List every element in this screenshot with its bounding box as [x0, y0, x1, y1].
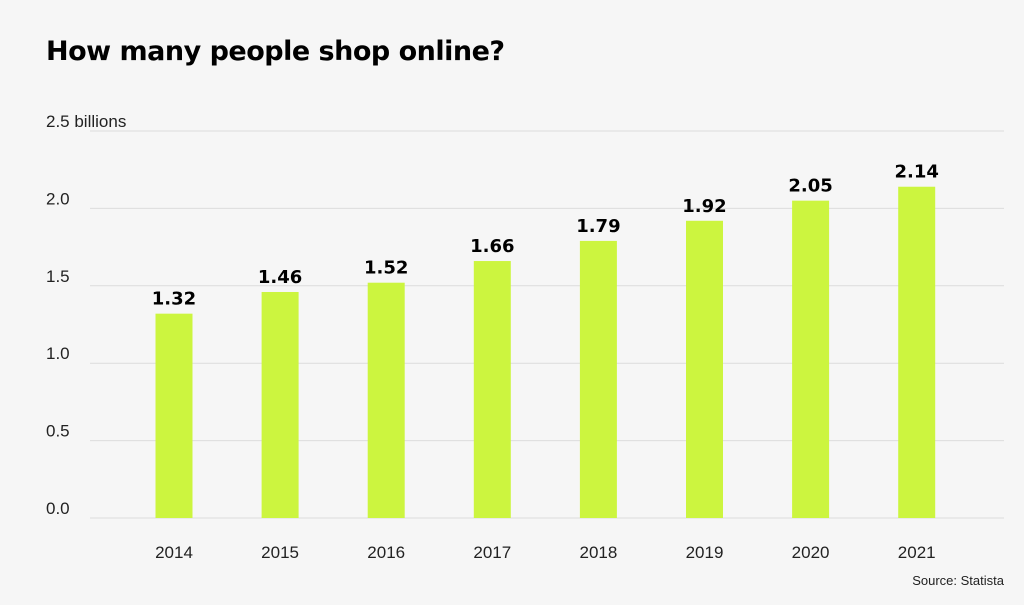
bar [792, 200, 830, 518]
y-tick-label: 1.5 [46, 267, 70, 286]
x-tick-label: 2014 [155, 543, 193, 562]
bar [367, 282, 405, 518]
bar-value-label: 1.79 [576, 216, 620, 237]
x-tick-label: 2015 [261, 543, 299, 562]
bar [155, 313, 193, 518]
bar-value-label: 1.52 [364, 258, 408, 279]
y-tick-label: 0.0 [46, 499, 70, 518]
bar-value-label: 2.14 [894, 162, 938, 183]
bar [686, 220, 723, 518]
bar [898, 186, 936, 518]
y-axis-tick-labels: 0.0 0.5 1.0 1.5 2.0 2.5 billions [46, 112, 126, 518]
x-tick-label: 2021 [898, 543, 936, 562]
y-tick-label: 1.0 [46, 344, 70, 363]
gridlines [90, 130, 1004, 519]
x-tick-label: 2019 [686, 543, 724, 562]
chart-title: How many people shop online? [46, 36, 505, 67]
bar [473, 261, 511, 518]
bar [579, 240, 617, 518]
source-note: Source: Statista [912, 573, 1004, 588]
bar-value-labels: 1.32 1.46 1.52 1.66 1.79 1.92 2.05 2.14 [152, 162, 939, 310]
bar-value-label: 2.05 [788, 176, 832, 197]
x-axis-tick-labels: 2014 2015 2016 2017 2018 2019 2020 2021 [155, 543, 936, 562]
bar-value-label: 1.32 [152, 289, 196, 310]
bar-value-label: 1.92 [682, 196, 726, 217]
bar-value-label: 1.66 [470, 236, 514, 257]
x-tick-label: 2020 [792, 543, 830, 562]
x-tick-label: 2016 [367, 543, 405, 562]
y-tick-label: 2.0 [46, 189, 70, 208]
bar-value-label: 1.46 [258, 267, 302, 288]
x-tick-label: 2018 [579, 543, 617, 562]
bars [155, 186, 936, 518]
y-tick-label: 0.5 [46, 422, 70, 441]
x-tick-label: 2017 [473, 543, 511, 562]
y-tick-label: 2.5 billions [46, 112, 126, 131]
bar [261, 291, 299, 518]
